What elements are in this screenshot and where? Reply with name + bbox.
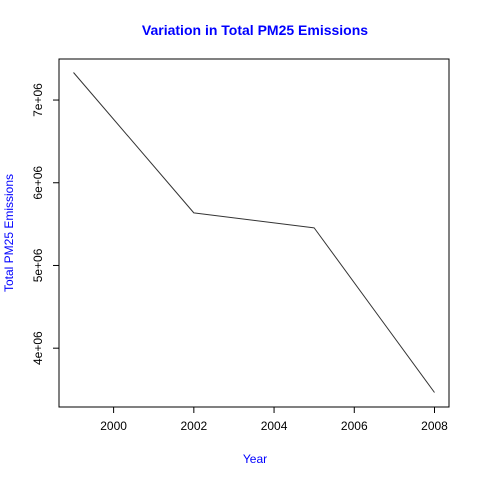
- y-tick-label: 7e+06: [31, 83, 45, 117]
- y-tick-label: 5e+06: [31, 248, 45, 282]
- x-tick-label: 2002: [180, 419, 207, 433]
- x-tick-label: 2000: [100, 419, 127, 433]
- x-axis: 2000 2002 2004 2006 2008: [100, 407, 448, 433]
- x-axis-label: Year: [243, 452, 267, 466]
- y-tick-label: 4e+06: [31, 331, 45, 365]
- y-tick-label: 6e+06: [31, 166, 45, 200]
- y-axis: 4e+06 5e+06 6e+06 7e+06: [31, 83, 59, 365]
- x-tick-label: 2004: [261, 419, 288, 433]
- x-tick-label: 2008: [421, 419, 448, 433]
- y-axis-label: Total PM25 Emissions: [2, 174, 16, 292]
- series-layer: [73, 72, 435, 393]
- series-line: [73, 72, 435, 393]
- chart-title: Variation in Total PM25 Emissions: [142, 22, 368, 38]
- x-tick-label: 2006: [341, 419, 368, 433]
- plot-frame: [58, 58, 450, 408]
